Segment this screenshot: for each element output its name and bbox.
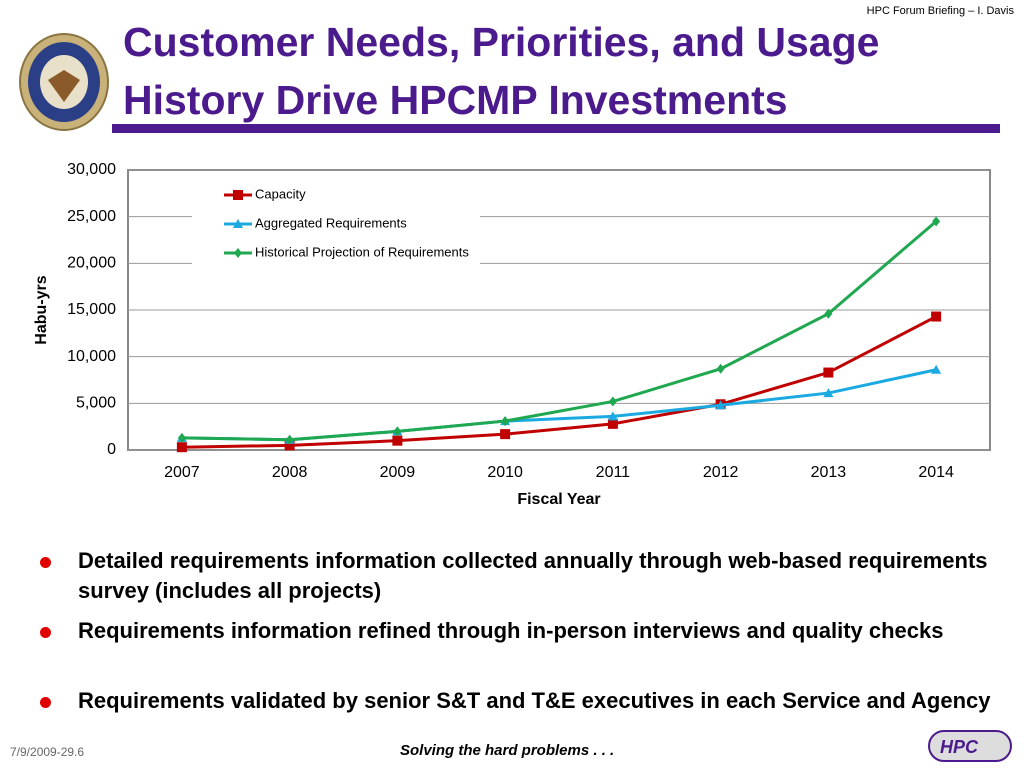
data-point: [500, 429, 511, 440]
seal: [19, 33, 109, 131]
logo-text: HPC: [940, 737, 979, 757]
data-point: [607, 411, 618, 421]
x-tick-label: 2011: [596, 464, 631, 481]
x-tick-label: 2008: [272, 464, 308, 481]
data-point: [392, 435, 403, 446]
x-axis-label: Fiscal Year: [517, 491, 600, 508]
y-tick-label: 0: [107, 441, 116, 458]
data-point: [176, 442, 187, 453]
title-line: Customer Needs, Priorities, and Usage: [123, 19, 880, 65]
data-point: [177, 432, 186, 443]
bullet-dot: [40, 697, 51, 708]
x-tick-label: 2012: [703, 464, 739, 481]
data-point: [284, 440, 295, 451]
y-tick-label: 25,000: [67, 208, 116, 225]
legend-label: Historical Projection of Requirements: [255, 244, 469, 259]
y-tick-label: 15,000: [67, 301, 116, 318]
y-axis-label: Habu-yrs: [33, 275, 50, 344]
series-line: [181, 220, 938, 442]
bullet-dot: [40, 557, 51, 568]
series-line: [181, 315, 937, 449]
data-point: [932, 216, 941, 227]
data-point: [285, 434, 294, 445]
data-point: [716, 363, 725, 374]
data-point: [824, 308, 833, 319]
legend-marker: [233, 219, 243, 228]
x-tick-label: 2013: [811, 464, 847, 481]
data-point: [823, 367, 834, 378]
title-rule: [112, 124, 1000, 133]
y-tick-label: 20,000: [67, 255, 116, 272]
y-tick-label: 5,000: [76, 395, 116, 412]
bullet: Detailed requirements information collec…: [78, 548, 988, 603]
legend-marker: [233, 190, 243, 200]
header-note: HPC Forum Briefing – I. Davis: [866, 5, 1014, 17]
data-point: [393, 426, 402, 437]
data-point: [823, 388, 834, 398]
bullet: Requirements information refined through…: [78, 618, 944, 643]
y-tick-label: 10,000: [67, 348, 116, 365]
title-line: History Drive HPCMP Investments: [123, 77, 788, 123]
tagline: Solving the hard problems . . .: [400, 742, 615, 759]
y-tick-label: 30,000: [67, 161, 116, 178]
x-tick-label: 2010: [487, 464, 523, 481]
data-point: [501, 416, 510, 427]
data-point: [931, 311, 942, 322]
x-tick-label: 2007: [164, 464, 200, 481]
chart: 0 5,000 10,000 15,000 20,000 25,000 30,000 2007…: [33, 161, 991, 508]
hpc-logo: HPC: [928, 730, 1012, 762]
footer-date: 7/9/2009-29.6: [10, 745, 85, 759]
legend-label: Capacity: [255, 186, 306, 201]
legend-marker: [234, 248, 242, 258]
data-point: [607, 418, 618, 429]
data-point: [608, 396, 617, 407]
bullet: Requirements validated by senior S&T and…: [78, 688, 991, 713]
x-tick-label: 2009: [380, 464, 416, 481]
data-point: [931, 364, 942, 374]
x-tick-label: 2014: [918, 464, 954, 481]
legend-label: Aggregated Requirements: [255, 215, 407, 230]
data-point: [715, 400, 726, 410]
bullet-dot: [40, 627, 51, 638]
